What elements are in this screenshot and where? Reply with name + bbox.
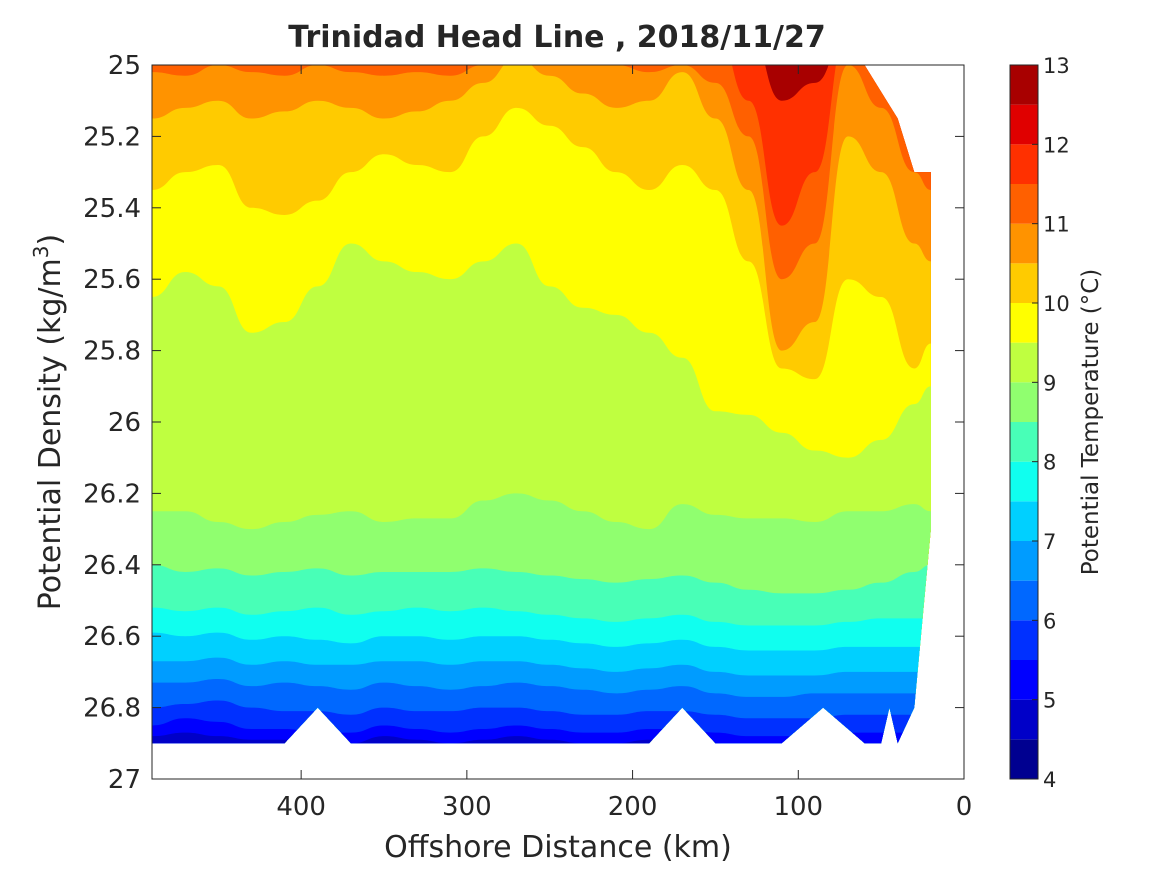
colorbar-swatch-5.5-6 bbox=[1010, 620, 1038, 660]
colorbar-tick-label: 12 bbox=[1043, 133, 1070, 157]
x-tick-label: 100 bbox=[773, 792, 823, 822]
x-tick-label: 400 bbox=[276, 792, 326, 822]
y-tick-label: 25.8 bbox=[83, 337, 141, 367]
colorbar-swatch-10-10.5 bbox=[1010, 263, 1038, 303]
x-tick-label: 0 bbox=[956, 792, 973, 822]
y-tick-label: 26.4 bbox=[83, 551, 141, 581]
colorbar-swatch-4.5-5 bbox=[1010, 699, 1038, 740]
y-axis-label-main: Potential Density (kg/m bbox=[33, 258, 68, 610]
y-tick-label: 25 bbox=[108, 51, 141, 81]
y-tick-label: 25.2 bbox=[83, 122, 141, 152]
colorbar-swatch-8.5-9 bbox=[1010, 382, 1038, 422]
colorbar-swatch-4-4.5 bbox=[1010, 739, 1038, 779]
y-tick-label: 26.8 bbox=[83, 694, 141, 724]
colorbar-tick-label: 10 bbox=[1043, 292, 1070, 316]
colorbar-swatch-11-11.5 bbox=[1010, 184, 1038, 224]
colorbar-tick-label: 5 bbox=[1043, 689, 1056, 713]
colorbar-swatch-6-6.5 bbox=[1010, 580, 1038, 621]
colorbar-tick-label: 4 bbox=[1043, 768, 1056, 792]
colorbar-tick-label: 8 bbox=[1043, 451, 1056, 475]
colorbar-swatch-7.5-8 bbox=[1010, 461, 1038, 502]
colorbar-swatch-11.5-12 bbox=[1010, 144, 1038, 184]
chart-title: Trinidad Head Line , 2018/11/27 bbox=[288, 20, 825, 55]
y-axis-label-sup: 3 bbox=[29, 245, 53, 258]
y-tick-label: 26 bbox=[108, 408, 141, 438]
colorbar-tick-label: 11 bbox=[1043, 213, 1070, 237]
colorbar-tick-label: 6 bbox=[1043, 609, 1056, 633]
colorbar-swatch-10.5-11 bbox=[1010, 223, 1038, 264]
colorbar-swatch-6.5-7 bbox=[1010, 541, 1038, 581]
colorbar: 4 5 6 7 8 9 10 11 12 13 bbox=[1009, 54, 1070, 792]
x-tick-label: 200 bbox=[608, 792, 658, 822]
colorbar-swatch-5-5.5 bbox=[1010, 660, 1038, 700]
y-tick-label: 26.6 bbox=[83, 622, 141, 652]
y-tick-label: 25.4 bbox=[83, 194, 141, 224]
colorbar-swatch-12.5-13 bbox=[1010, 65, 1038, 105]
y-tick-label: 27 bbox=[108, 765, 141, 795]
colorbar-swatch-9-9.5 bbox=[1010, 342, 1038, 383]
colorbar-swatch-9.5-10 bbox=[1010, 303, 1038, 343]
x-tick-label: 300 bbox=[442, 792, 492, 822]
contour-bands bbox=[152, 65, 931, 744]
colorbar-swatch-7-7.5 bbox=[1010, 501, 1038, 541]
y-axis: 25 25.2 25.4 25.6 25.8 26 26.2 26.4 26.6 26.8 27 bbox=[83, 51, 964, 795]
colorbar-frame bbox=[1009, 64, 1039, 780]
colorbar-label: Potential Temperature (°C) bbox=[1078, 269, 1104, 576]
colorbar-swatch-8-8.5 bbox=[1010, 422, 1038, 462]
contour-band-5-5.5 bbox=[152, 718, 931, 744]
y-tick-label: 26.2 bbox=[83, 479, 141, 509]
y-axis-label-end: ) bbox=[33, 234, 68, 246]
y-tick-label: 25.6 bbox=[83, 265, 141, 295]
colorbar-tick-label: 9 bbox=[1043, 371, 1056, 395]
colorbar-tick-label: 7 bbox=[1043, 530, 1056, 554]
x-axis: 400 300 200 100 0 bbox=[276, 65, 972, 822]
colorbar-tick-label: 13 bbox=[1043, 54, 1070, 78]
colorbar-swatch-12-12.5 bbox=[1010, 104, 1038, 145]
y-axis-label: Potential Density (kg/m3) bbox=[29, 234, 68, 610]
x-axis-label: Offshore Distance (km) bbox=[384, 830, 732, 865]
